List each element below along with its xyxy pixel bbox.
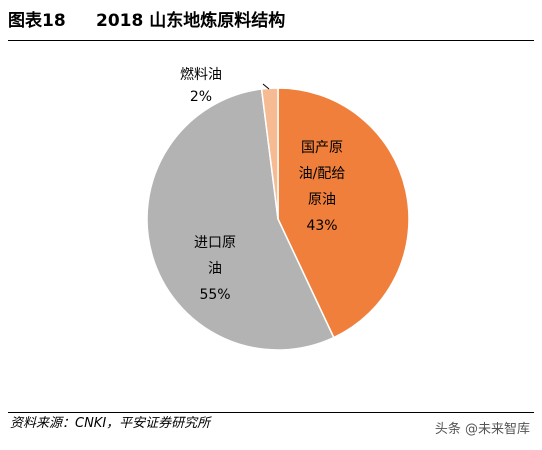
fuel-oil-leader-line	[262, 83, 270, 90]
imported-crude-label-line-1: 进口原	[194, 235, 236, 251]
chart-area: 国产原 油/配给 原油 43% 进口原 油 55% 燃料油 2%	[0, 41, 542, 406]
fuel-oil-label: 燃料油	[180, 66, 222, 83]
pie-chart: 国产原 油/配给 原油 43% 进口原 油 55% 燃料油 2%	[146, 66, 410, 351]
pie-slices	[146, 87, 410, 351]
bottom-divider	[8, 412, 534, 413]
chart-title: 2018 山东地炼原料结构	[96, 11, 286, 31]
top-divider	[8, 40, 534, 41]
imported-crude-label-line-2: 油	[208, 261, 222, 277]
slice-fuel-oil	[260, 87, 279, 220]
source-note: 资料来源：CNKI，平安证券研究所	[10, 416, 211, 431]
fuel-oil-percent-label: 2%	[190, 89, 212, 105]
domestic-crude-label-line-2: 油/配给	[299, 166, 346, 182]
domestic-crude-label-line-3: 原油	[308, 192, 336, 208]
slice-domestic-crude	[277, 87, 410, 339]
watermark-text: 头条 @未来智库	[434, 422, 530, 437]
figure-label: 图表18	[8, 11, 66, 31]
slice-imported-crude	[146, 88, 335, 351]
chart-header: 图表18 2018 山东地炼原料结构	[8, 8, 534, 34]
domestic-crude-label-line-1: 国产原	[301, 140, 343, 156]
domestic-crude-percent-label: 43%	[306, 218, 337, 234]
imported-crude-percent-label: 55%	[199, 287, 230, 303]
